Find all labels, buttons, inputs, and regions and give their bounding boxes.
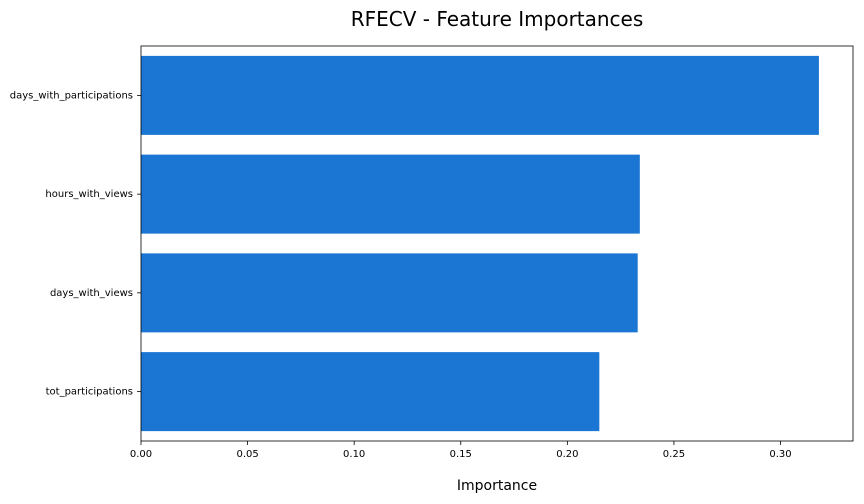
axes-frame [140,45,854,442]
x-tick-label: 0.30 [769,449,791,460]
bar-tot_participations [141,352,600,432]
x-tick-label: 0.20 [556,449,578,460]
x-tick-label: 0.05 [236,449,258,460]
x-tick-label: 0.15 [450,449,472,460]
y-tick-label: hours_with_views [45,189,133,200]
y-tick-label: days_with_views [50,288,133,299]
bar-days_with_participations [141,55,819,135]
y-tick-label: tot_participations [46,387,133,398]
bars-layer [141,55,819,432]
y-ticks: days_with_participations hours_with_views… [10,90,141,398]
x-axis-label: Importance [457,478,537,494]
x-tick-label: 0.25 [663,449,685,460]
x-ticks: 0.00 0.05 0.10 0.15 0.20 0.25 0.30 [130,441,792,460]
bar-days_with_views [141,253,638,333]
y-tick-label: days_with_participations [10,90,133,101]
chart-title: RFECV - Feature Importances [351,7,644,31]
x-tick-label: 0.00 [130,449,152,460]
bar-hours_with_views [141,154,640,234]
x-tick-label: 0.10 [343,449,365,460]
